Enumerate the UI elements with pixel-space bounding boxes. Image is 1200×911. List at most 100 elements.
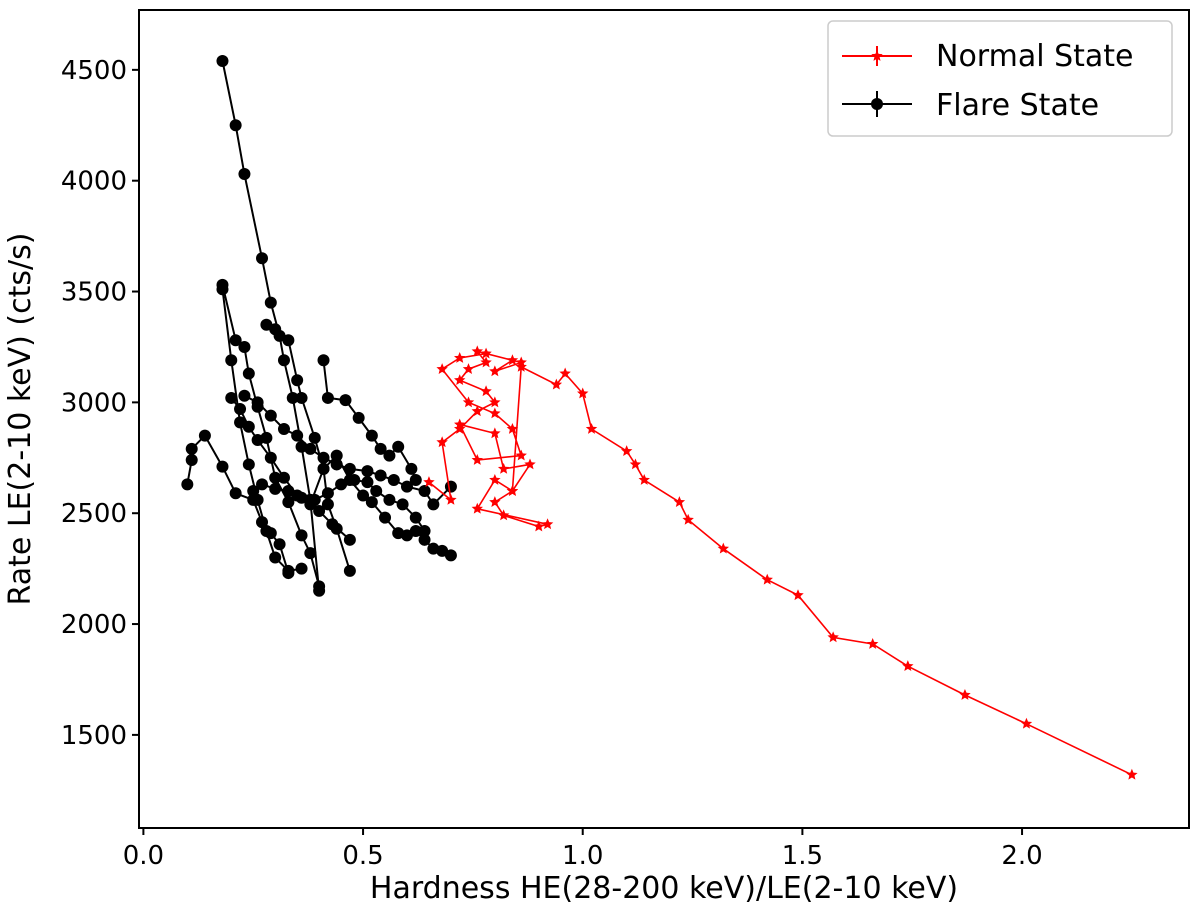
normal-state-point (471, 345, 483, 357)
normal-state-point (480, 347, 492, 359)
flare-state-point (308, 493, 321, 506)
flare-state-point (317, 354, 330, 367)
flare-state-point (295, 491, 308, 504)
flare-state-point (444, 549, 457, 562)
normal-state-point (792, 589, 804, 601)
flare-state-point (313, 504, 326, 517)
legend-entry-flare-state (842, 91, 912, 117)
flare-state-point (343, 462, 356, 475)
normal-state-point (497, 509, 510, 521)
flare-state-point (251, 434, 264, 447)
flare-state-point (256, 252, 269, 265)
legend-marker-flare-state (871, 98, 883, 110)
flare-state-point (264, 296, 277, 309)
flare-state-point (238, 389, 251, 402)
normal-state-point (585, 422, 598, 434)
flare-state-point (396, 498, 409, 511)
flare-state-point (400, 480, 413, 493)
flare-state-point (282, 334, 295, 347)
flare-state-point (387, 473, 400, 486)
flare-state-point (251, 396, 264, 409)
flare-state-point (383, 493, 396, 506)
normal-state-point (454, 352, 466, 363)
normal-state-point (445, 493, 457, 505)
flare-state-point (264, 451, 277, 464)
normal-state-point (489, 473, 501, 485)
flare-state-point (317, 451, 330, 464)
normal-state-point (436, 436, 448, 448)
flare-state-point (242, 458, 255, 471)
x-tick-label: 2.0 (1001, 841, 1042, 871)
axis-ticks: 0.0 0.5 1.0 1.5 2.0 1500 2000 2500 3000 3500 4000 4… (61, 56, 1043, 871)
normal-state-point (682, 513, 694, 525)
flare-state-point (198, 429, 211, 442)
normal-state-point (515, 449, 527, 461)
flare-state-point (295, 529, 308, 542)
flare-state-point (216, 283, 229, 296)
flare-state-point (361, 476, 374, 489)
normal-state-point (489, 396, 501, 408)
flare-state-point (234, 403, 247, 416)
flare-state-point (247, 493, 260, 506)
flare-state-point (444, 480, 457, 493)
flare-state-point (277, 354, 290, 367)
normal-state-point (462, 363, 475, 374)
y-tick-label: 3000 (61, 388, 127, 418)
flare-state-point (282, 496, 295, 509)
flare-state-point (418, 533, 431, 546)
flare-state-point (291, 429, 304, 442)
flare-state-point (264, 409, 277, 422)
series-layer (181, 54, 1138, 780)
normal-state-point (717, 542, 730, 554)
flare-state-point (335, 478, 348, 491)
flare-state-point (225, 391, 238, 404)
flare-state-point (256, 516, 269, 529)
flare-state-line (322, 360, 417, 481)
flare-state-point (181, 478, 194, 491)
normal-state-point (902, 660, 914, 672)
flare-state-point (291, 374, 304, 387)
flare-state-point (304, 442, 317, 455)
normal-state-point (471, 454, 483, 465)
flare-state-point (370, 485, 383, 498)
flare-state-point (229, 119, 242, 132)
normal-state-point (577, 387, 589, 399)
normal-state-point (454, 374, 466, 386)
normal-state-point (550, 378, 563, 390)
normal-state-point (489, 407, 501, 419)
flare-state-point (392, 440, 405, 453)
flare-state-point (361, 465, 374, 478)
normal-state-point (489, 365, 501, 377)
y-axis-title: Rate LE(2-10 keV) (cts/s) (3, 233, 38, 606)
normal-state-point (480, 385, 492, 397)
flare-state-point (409, 473, 422, 486)
normal-state-point (533, 520, 545, 532)
flare-state-point (242, 420, 255, 433)
flare-state-point (374, 469, 387, 482)
normal-state-point (480, 356, 492, 368)
normal-state-point (497, 462, 510, 474)
flare-state-point (365, 496, 378, 509)
flare-state-point (321, 487, 334, 500)
flare-state-point (343, 564, 356, 577)
flare-state-point (348, 473, 361, 486)
flare-state-point (216, 54, 229, 67)
flare-state-point (216, 460, 229, 473)
normal-state-point (436, 363, 448, 374)
flare-state-point (238, 340, 251, 353)
normal-state-point (524, 458, 536, 470)
normal-state-point (866, 638, 879, 649)
flare-state-point (264, 527, 277, 540)
normal-state-point (827, 631, 839, 643)
normal-state-point (620, 445, 633, 456)
flare-state-point (282, 485, 295, 498)
flare-state-point (427, 498, 440, 511)
flare-state-point (379, 511, 392, 524)
flare-state-point (383, 449, 396, 462)
flare-state-point (321, 391, 334, 404)
normal-state-point (506, 354, 519, 366)
normal-state-point (629, 458, 642, 470)
legend-entry-normal-state (842, 46, 912, 66)
legend-box (827, 20, 1173, 137)
